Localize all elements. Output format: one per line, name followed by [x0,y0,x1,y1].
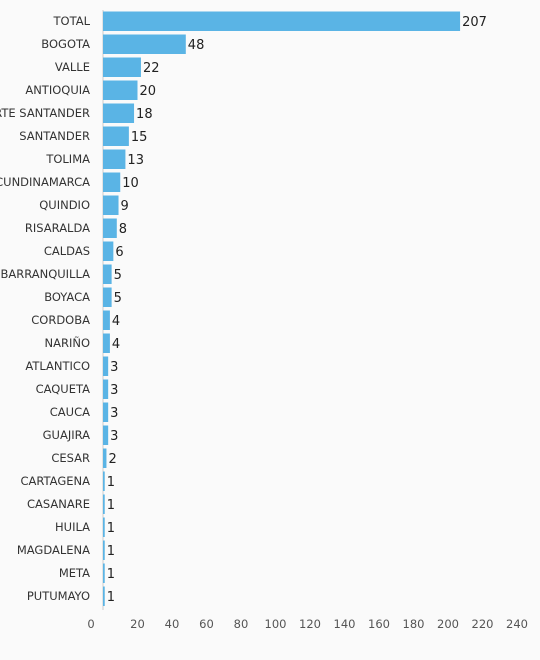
value-label: 8 [119,222,127,237]
value-label: 5 [114,268,122,283]
x-tick-label: 60 [199,617,214,631]
value-label: 13 [127,153,144,168]
x-tick-label: 200 [437,617,459,631]
value-labels: 207 48 22 20 18 15 13 10 9 8 6 5 5 4 4 3 3 3 3 2 1 1 1 1 1 1 [107,15,487,605]
category-label: QUINDIO [39,198,90,212]
bar-total [103,11,461,31]
category-label: TOTAL [53,14,91,28]
value-label: 3 [110,360,118,375]
bar-quindio [103,195,119,215]
bar-atlantico [103,356,109,376]
bar-caldas [103,241,114,261]
category-label: SANTANDER [19,129,90,143]
bar-casanare [103,494,105,514]
x-axis-ticks: 0 20 40 60 80 100 120 140 160 180 200 220 240 [87,617,528,631]
category-label: BARRANQUILLA [0,267,90,281]
category-label: VALLE [55,60,90,74]
bar-caqueta [103,379,109,399]
bar-cesar [103,448,107,468]
bar-boyaca [103,287,112,307]
value-label: 18 [136,107,153,122]
category-label: ANTIOQUIA [25,83,90,97]
bar-bogota [103,34,186,54]
category-label: CASANARE [27,497,90,511]
x-tick-label: 20 [130,617,145,631]
value-label: 20 [140,84,157,99]
x-tick-label: 220 [472,617,494,631]
x-tick-label: 160 [368,617,390,631]
category-label: BOYACA [44,290,90,304]
x-tick-label: 180 [403,617,425,631]
value-label: 3 [110,383,118,398]
x-tick-label: 240 [506,617,528,631]
category-label: HUILA [55,520,90,534]
category-labels: TOTAL BOGOTA VALLE ANTIOQUIA NORTE SANTANDER… [0,14,91,603]
value-label: 207 [462,15,487,30]
bar-tolima [103,149,126,169]
value-label: 1 [107,498,115,513]
category-label: CORDOBA [31,313,90,327]
x-tick-label: 80 [234,617,249,631]
bar-valle [103,57,141,77]
value-label: 6 [115,245,123,260]
value-label: 1 [107,475,115,490]
value-label: 4 [112,337,120,352]
category-label: BOGOTA [41,37,90,51]
bar-cundinamarca [103,172,121,192]
category-label: ATLANTICO [25,359,90,373]
category-label: META [59,566,90,580]
category-label: CAQUETA [36,382,91,396]
bar-santander [103,126,129,146]
bars-group [103,11,461,606]
value-label: 10 [122,176,139,191]
bar-cartagena [103,471,105,491]
category-label: CARTAGENA [21,474,91,488]
category-label: MAGDALENA [17,543,90,557]
value-label: 9 [121,199,129,214]
category-label: CAUCA [50,405,90,419]
value-label: 1 [107,567,115,582]
category-label: NARIÑO [44,335,90,350]
bar-cordoba [103,310,110,330]
bar-nariño [103,333,110,353]
bar-risaralda [103,218,117,238]
category-label: NORTE SANTANDER [0,106,90,120]
value-label: 1 [107,544,115,559]
bar-guajira [103,425,109,445]
category-label: PUTUMAYO [27,589,90,603]
value-label: 3 [110,429,118,444]
x-tick-label: 100 [265,617,287,631]
bar-norte-santander [103,103,135,123]
category-label: CESAR [51,451,90,465]
category-label: CALDAS [44,244,90,258]
category-label: GUAJIRA [43,428,91,442]
value-label: 5 [114,291,122,306]
bar-antioquia [103,80,138,100]
x-tick-label: 0 [87,617,94,631]
bar-cauca [103,402,109,422]
bar-huila [103,517,105,537]
value-label: 1 [107,521,115,536]
bar-magdalena [103,540,105,560]
x-tick-label: 40 [165,617,180,631]
bar-barranquilla [103,264,112,284]
bar-putumayo [103,586,105,606]
category-label: RISARALDA [25,221,90,235]
value-label: 22 [143,61,160,76]
value-label: 1 [107,590,115,605]
value-label: 4 [112,314,120,329]
category-label: CUNDINAMARCA [0,175,90,189]
category-label: TOLIMA [45,152,90,166]
value-label: 2 [108,452,116,467]
value-label: 48 [188,38,205,53]
bar-meta [103,563,105,583]
x-tick-label: 120 [299,617,321,631]
value-label: 15 [131,130,148,145]
value-label: 3 [110,406,118,421]
x-tick-label: 140 [334,617,356,631]
